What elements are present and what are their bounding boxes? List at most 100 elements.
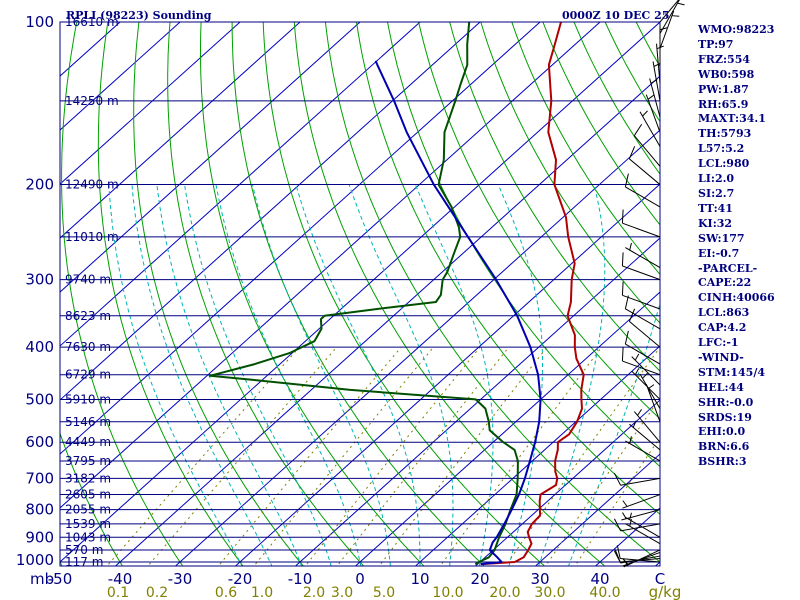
height-label: 1539 m	[65, 517, 111, 531]
index-entry: HEL:44	[698, 380, 744, 394]
wind-barb	[631, 353, 661, 386]
pressure-tick-label: 800	[25, 501, 54, 519]
temperature-tick-label: -20	[228, 570, 253, 588]
wind-barb	[621, 509, 661, 521]
moist-adiabat-line	[414, 184, 494, 566]
height-label: 12490 m	[65, 178, 119, 192]
temperature-tick-label: 20	[470, 570, 489, 588]
pressure-tick-label: 200	[25, 176, 54, 194]
pressure-tick-label: 400	[25, 338, 54, 356]
index-entry: SI:2.7	[698, 186, 735, 200]
moist-adiabat-line	[215, 184, 362, 566]
wind-barb	[645, 94, 661, 133]
height-label: 6729 m	[65, 368, 111, 382]
wind-barb	[633, 409, 661, 443]
index-entry: CINH:40066	[698, 291, 775, 305]
moist-adiabat-line	[251, 184, 391, 566]
mixing-ratio-line	[106, 346, 300, 566]
dry-adiabat-line	[200, 22, 425, 566]
wind-barb	[628, 308, 661, 348]
isotherm-line	[60, 22, 361, 293]
height-labels: 16610 m 14250 m 12490 m 11010 m 9740 m 8623 m…	[65, 15, 119, 569]
mixing-ratio-tick-label: 30.0	[534, 585, 565, 600]
mixing-ratio-tick-label: 3.0	[331, 585, 353, 600]
mixing-ratio-line	[147, 346, 338, 566]
temperature-tick-label: C	[655, 570, 665, 588]
wind-barb	[639, 372, 661, 409]
pressure-tick-label: 100	[25, 13, 54, 31]
pressure-tick-label: 600	[25, 433, 54, 451]
wind-barb	[625, 436, 661, 462]
dry-adiabat-line	[418, 22, 660, 420]
temperature-tick-label: 40	[590, 570, 609, 588]
dry-adiabat-line	[262, 22, 546, 566]
height-label: 117 m	[65, 555, 103, 569]
dry-adiabat-line	[784, 10, 800, 573]
indices-panel: WMO:98223 TP:97 FRZ:554 WB0:598 PW:1.87 RH:65…	[698, 23, 775, 470]
moist-adiabat-line	[567, 301, 660, 566]
pressure-tick-label: 1000	[16, 551, 54, 569]
dry-adiabat-line	[324, 22, 660, 563]
temperature-tick-label: -40	[108, 570, 133, 588]
wind-barb	[659, 0, 685, 34]
chart-datetime: 0000Z 10 DEC 25	[562, 9, 670, 22]
temperature-tick-label: -50	[48, 570, 73, 588]
mixing-ratio-tick-label: 10.0	[432, 585, 463, 600]
plot-frame	[59, 21, 661, 567]
wind-barb	[621, 281, 661, 310]
pressure-tick-label: 700	[25, 469, 54, 487]
index-entry: LCL:863	[698, 306, 750, 320]
isotherm-line	[60, 22, 660, 563]
isotherm-line	[474, 399, 660, 566]
mixing-ratio-line	[378, 346, 548, 566]
height-label: 14250 m	[65, 94, 119, 108]
temperature-tick-label: -30	[168, 570, 193, 588]
mixing-ratio-line	[336, 346, 510, 566]
parcel-line	[374, 60, 542, 566]
mixing-ratio-tick-label: 0.1	[107, 585, 129, 600]
temperature-tick-label: 30	[530, 570, 549, 588]
height-label: 570 m	[65, 543, 103, 557]
index-entry: TP:97	[698, 37, 734, 51]
x-axis-label: mb	[30, 570, 54, 588]
dry-adiabat-line	[231, 22, 485, 566]
moist-adiabat-line	[295, 184, 421, 566]
mixing-ratio-tick-label: 1.0	[251, 585, 273, 600]
index-entry: CAPE:22	[698, 276, 752, 290]
wind-barb	[645, 384, 661, 422]
wind-barb	[621, 209, 661, 238]
index-entry: LI:2.0	[698, 172, 735, 186]
isotherm-line	[60, 22, 181, 131]
isotherm-line	[60, 22, 421, 347]
moist-adiabat-line	[108, 184, 243, 566]
temperature-line	[480, 22, 585, 566]
index-entry: SRDS:19	[698, 410, 752, 424]
pressure-tick-label: 500	[25, 390, 54, 408]
mixing-ratio-tick-label: 2.0	[303, 585, 325, 600]
height-label: 5910 m	[65, 392, 111, 406]
height-label: 9740 m	[65, 273, 111, 287]
dry-adiabat-line	[511, 22, 660, 276]
dry-adiabat-line	[449, 22, 660, 372]
height-label: 16610 m	[65, 15, 119, 29]
wind-barb	[624, 330, 661, 365]
mixing-ratio-line	[504, 346, 660, 566]
wind-barb	[659, 24, 668, 65]
isotherm-line	[294, 237, 660, 566]
index-entry: LFC:-1	[698, 336, 739, 350]
mixing-ratio-tick-label: 0.2	[146, 585, 168, 600]
pressure-tick-label: 300	[25, 271, 54, 289]
height-label: 3182 m	[65, 471, 111, 485]
index-entry: EI:-0.7	[698, 246, 740, 260]
isotherm-line	[60, 22, 601, 509]
temperature-tick-label: 0	[355, 570, 365, 588]
index-entry: WMO:98223	[698, 23, 775, 36]
height-label: 4449 m	[65, 435, 111, 449]
temperature-tick-label: 10	[410, 570, 429, 588]
index-entry: KI:32	[698, 216, 733, 230]
index-entry: TH:5793	[698, 127, 752, 141]
wind-barb	[625, 519, 661, 545]
wind-barb	[624, 173, 661, 208]
pressure-tick-label: 900	[25, 528, 54, 546]
